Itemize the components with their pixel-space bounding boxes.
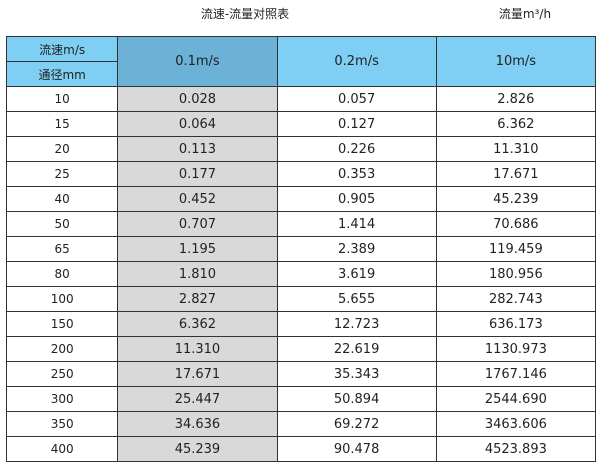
table-row: 50 0.707 1.414 70.686 xyxy=(5,211,597,237)
flow-cell: 1.195 xyxy=(117,236,278,262)
flow-cell: 17.671 xyxy=(117,361,278,387)
flow-cell: 1.810 xyxy=(117,261,278,287)
flow-cell: 0.127 xyxy=(276,111,437,137)
table-title: 流速-流量对照表 xyxy=(200,7,290,21)
flow-cell: 0.353 xyxy=(276,161,437,187)
flow-cell: 11.310 xyxy=(435,136,597,162)
diameter-cell: 350 xyxy=(5,411,119,437)
table-row: 10 0.028 0.057 2.826 xyxy=(5,86,597,112)
flow-cell: 180.956 xyxy=(435,261,597,287)
table-row: 400 45.239 90.478 4523.893 xyxy=(5,436,597,462)
flow-cell: 12.723 xyxy=(276,311,437,337)
flow-cell: 22.619 xyxy=(276,336,437,362)
flow-cell: 1.414 xyxy=(276,211,437,237)
flow-cell: 1767.146 xyxy=(435,361,597,387)
table-row: 40 0.452 0.905 45.239 xyxy=(5,186,597,212)
flow-cell: 1130.973 xyxy=(435,336,597,362)
flow-cell: 0.177 xyxy=(117,161,278,187)
diameter-cell: 100 xyxy=(5,286,119,312)
table-row: 80 1.810 3.619 180.956 xyxy=(5,261,597,287)
flow-cell: 90.478 xyxy=(276,436,437,462)
table-row: 100 2.827 5.655 282.743 xyxy=(5,286,597,312)
flow-cell: 0.707 xyxy=(117,211,278,237)
table-row: 250 17.671 35.343 1767.146 xyxy=(5,361,597,387)
flow-cell: 11.310 xyxy=(117,336,278,362)
flow-cell: 0.113 xyxy=(117,136,278,162)
table-row: 350 34.636 69.272 3463.606 xyxy=(5,411,597,437)
flow-cell: 0.452 xyxy=(117,186,278,212)
flow-cell: 34.636 xyxy=(117,411,278,437)
diameter-cell: 40 xyxy=(5,186,119,212)
flow-cell: 282.743 xyxy=(435,286,597,312)
column-header: 0.2m/s xyxy=(276,36,437,87)
unit-label: 流量m³/h xyxy=(498,7,552,21)
flow-cell: 45.239 xyxy=(117,436,278,462)
velocity-flow-table: 流速m/s 0.1m/s 0.2m/s 10m/s 通径mm 10 0.028 0.… xyxy=(5,36,597,462)
table-row: 200 11.310 22.619 1130.973 xyxy=(5,336,597,362)
diameter-cell: 300 xyxy=(5,386,119,412)
flow-cell: 0.905 xyxy=(276,186,437,212)
flow-cell: 2.389 xyxy=(276,236,437,262)
diameter-cell: 200 xyxy=(5,336,119,362)
flow-cell: 119.459 xyxy=(435,236,597,262)
flow-cell: 6.362 xyxy=(117,311,278,337)
flow-cell: 3463.606 xyxy=(435,411,597,437)
diameter-cell: 65 xyxy=(5,236,119,262)
column-header: 0.1m/s xyxy=(117,36,278,87)
table-row: 25 0.177 0.353 17.671 xyxy=(5,161,597,187)
diameter-header: 通径mm xyxy=(5,61,119,87)
table-row: 65 1.195 2.389 119.459 xyxy=(5,236,597,262)
flow-cell: 0.226 xyxy=(276,136,437,162)
flow-cell: 636.173 xyxy=(435,311,597,337)
table-row: 150 6.362 12.723 636.173 xyxy=(5,311,597,337)
flow-cell: 50.894 xyxy=(276,386,437,412)
diameter-cell: 400 xyxy=(5,436,119,462)
diameter-cell: 250 xyxy=(5,361,119,387)
flow-cell: 2.827 xyxy=(117,286,278,312)
diameter-cell: 150 xyxy=(5,311,119,337)
diameter-cell: 20 xyxy=(5,136,119,162)
column-header: 10m/s xyxy=(435,36,597,87)
flow-cell: 0.064 xyxy=(117,111,278,137)
table-row: 15 0.064 0.127 6.362 xyxy=(5,111,597,137)
flow-cell: 45.239 xyxy=(435,186,597,212)
flow-cell: 4523.893 xyxy=(435,436,597,462)
flow-cell: 2.826 xyxy=(435,86,597,112)
diameter-cell: 80 xyxy=(5,261,119,287)
flow-cell: 3.619 xyxy=(276,261,437,287)
flow-cell: 6.362 xyxy=(435,111,597,137)
header-row: 通径mm xyxy=(5,61,596,87)
diameter-cell: 50 xyxy=(5,211,119,237)
diameter-cell: 25 xyxy=(5,161,119,187)
flow-cell: 69.272 xyxy=(276,411,437,437)
flow-cell: 35.343 xyxy=(276,361,437,387)
flow-cell: 25.447 xyxy=(117,386,278,412)
velocity-header: 流速m/s xyxy=(5,36,119,62)
flow-cell: 70.686 xyxy=(435,211,597,237)
diameter-cell: 15 xyxy=(5,111,119,137)
header-row: 流速m/s 0.1m/s 0.2m/s 10m/s xyxy=(5,36,597,87)
table-row: 300 25.447 50.894 2544.690 xyxy=(5,386,597,412)
flow-cell: 5.655 xyxy=(276,286,437,312)
flow-cell: 0.057 xyxy=(276,86,437,112)
flow-cell: 0.028 xyxy=(117,86,278,112)
table-row: 20 0.113 0.226 11.310 xyxy=(5,136,597,162)
flow-cell: 2544.690 xyxy=(435,386,597,412)
flow-cell: 17.671 xyxy=(435,161,597,187)
diameter-cell: 10 xyxy=(5,86,119,112)
